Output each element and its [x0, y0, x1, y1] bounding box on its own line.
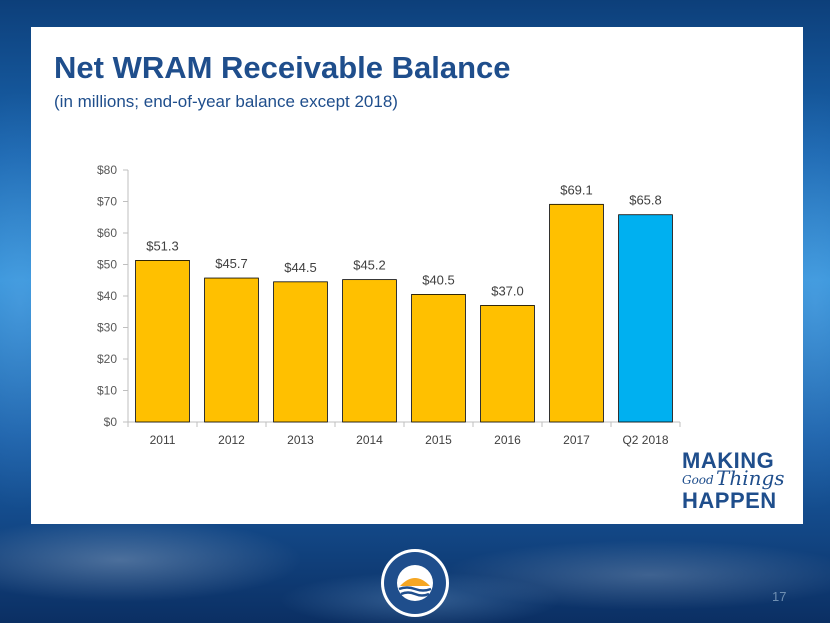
bar-q2-2018 — [618, 214, 673, 423]
logo-making: MAKING — [682, 448, 775, 473]
x-tick-label: 2015 — [425, 433, 452, 447]
x-tick-label: 2013 — [287, 433, 314, 447]
data-label: $37.0 — [491, 283, 524, 298]
data-label: $45.2 — [353, 258, 386, 273]
bars — [135, 203, 673, 423]
y-tick-label: $60 — [97, 226, 117, 240]
slide-subtitle: (in millions; end-of-year balance except… — [54, 92, 398, 111]
y-axis: $0 $10 $20 $30 $40 $50 $60 $70 $80 — [97, 163, 129, 429]
data-label: $40.5 — [422, 272, 455, 287]
x-tick-label: 2012 — [218, 433, 245, 447]
data-labels: $51.3 $45.7 $44.5 $45.2 $40.5 $37.0 $69.1 $65.8 — [146, 182, 662, 298]
bar-2012 — [204, 277, 259, 423]
y-tick-label: $50 — [97, 258, 117, 272]
bar-2014 — [342, 279, 397, 423]
logo-things: Things — [716, 466, 785, 490]
bar-2015 — [411, 294, 466, 423]
y-tick-label: $0 — [104, 415, 118, 429]
data-label: $51.3 — [146, 238, 179, 253]
y-tick-label: $20 — [97, 352, 117, 366]
y-tick-label: $30 — [97, 321, 117, 335]
y-tick-label: $40 — [97, 289, 117, 303]
data-label: $45.7 — [215, 256, 248, 271]
x-tick-label: 2011 — [150, 433, 176, 447]
x-tick-label: 2017 — [563, 433, 590, 447]
data-label: $65.8 — [629, 193, 662, 208]
x-tick-label: 2016 — [494, 433, 521, 447]
x-axis: 2011 2012 2013 2014 2015 2016 2017 Q2 2018 — [127, 421, 681, 447]
making-good-things-happen-logo: MAKING Good Things HAPPEN — [680, 448, 785, 518]
bar-2016 — [480, 305, 535, 423]
x-tick-label: Q2 2018 — [622, 433, 668, 447]
bar-2011 — [135, 260, 190, 423]
slide-title: Net WRAM Receivable Balance — [54, 50, 511, 85]
page-number: 17 — [772, 589, 787, 604]
data-label: $44.5 — [284, 260, 317, 275]
logo-good: Good — [682, 473, 714, 487]
logo-happen: HAPPEN — [682, 488, 777, 513]
bar-2013 — [273, 281, 328, 423]
y-tick-label: $80 — [97, 163, 117, 177]
y-tick-label: $70 — [97, 195, 117, 209]
cal-water-seal-icon — [381, 549, 449, 617]
y-tick-label: $10 — [97, 384, 117, 398]
bar-2017 — [549, 203, 604, 423]
x-tick-label: 2014 — [356, 433, 383, 447]
data-label: $69.1 — [560, 182, 593, 197]
